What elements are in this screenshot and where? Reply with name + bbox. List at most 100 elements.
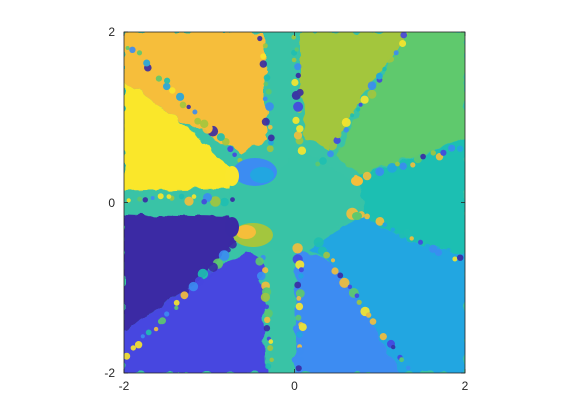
x-tick-label: 0 bbox=[291, 379, 298, 393]
boundary-bead bbox=[376, 72, 383, 80]
basin-bottom-right-lightblue bbox=[310, 215, 465, 373]
boundary-bead bbox=[333, 136, 341, 144]
boundary-bead bbox=[362, 171, 372, 181]
boundary-bead bbox=[330, 258, 336, 263]
boundary-bead bbox=[222, 138, 230, 146]
boundary-bead bbox=[130, 345, 136, 351]
boundary-bead bbox=[268, 339, 274, 344]
boundary-bead bbox=[192, 109, 198, 115]
boundary-bead bbox=[269, 357, 274, 362]
boundary-bead bbox=[188, 281, 199, 292]
boundary-bead bbox=[350, 113, 355, 118]
boundary-beads bbox=[124, 32, 464, 372]
boundary-bead bbox=[216, 133, 225, 142]
boundary-bead bbox=[420, 153, 426, 160]
boundary-bead bbox=[403, 228, 413, 238]
boundary-bead bbox=[434, 248, 443, 257]
boundary-bead bbox=[446, 248, 451, 253]
boundary-bead bbox=[375, 167, 385, 177]
boundary-bead bbox=[186, 104, 191, 110]
boundary-bead bbox=[257, 271, 266, 281]
boundary-bead bbox=[157, 318, 164, 325]
boundary-bead bbox=[296, 347, 304, 355]
boundary-bead bbox=[265, 363, 272, 370]
boundary-bead bbox=[295, 72, 301, 79]
boundary-bead bbox=[356, 107, 361, 112]
boundary-bead bbox=[263, 81, 269, 87]
boundary-bead bbox=[264, 316, 271, 324]
boundary-bead bbox=[327, 140, 337, 151]
boundary-bead bbox=[179, 101, 187, 109]
boundary-bead bbox=[134, 341, 143, 349]
boundary-bead bbox=[327, 150, 334, 158]
boundary-bead bbox=[265, 88, 272, 95]
boundary-bead bbox=[157, 193, 164, 200]
boundary-bead bbox=[354, 293, 360, 299]
boundary-bead bbox=[382, 66, 387, 72]
boundary-bead bbox=[129, 46, 136, 53]
boundary-bead bbox=[387, 55, 395, 63]
boundary-bead bbox=[137, 196, 143, 202]
boundary-bead bbox=[174, 305, 179, 310]
boundary-bead bbox=[194, 276, 204, 286]
boundary-bead bbox=[263, 325, 271, 332]
x-tick-labels: -2 0 2 bbox=[119, 379, 469, 393]
boundary-bead bbox=[391, 344, 396, 350]
boundary-bead bbox=[259, 60, 267, 68]
x-tick-label: -2 bbox=[119, 379, 130, 393]
boundary-bead bbox=[393, 50, 399, 56]
boundary-bead bbox=[296, 296, 302, 301]
boundary-bead bbox=[260, 53, 267, 60]
boundary-bead bbox=[263, 74, 271, 81]
boundary-bead bbox=[293, 101, 304, 112]
boundary-bead bbox=[418, 239, 423, 245]
boundary-bead bbox=[262, 267, 269, 274]
boundary-bead bbox=[295, 314, 302, 321]
boundary-bead bbox=[375, 326, 381, 332]
boundary-bead bbox=[295, 289, 305, 298]
boundary-bead bbox=[178, 193, 185, 200]
boundary-bead bbox=[409, 236, 414, 241]
basin-bottom-center-blue bbox=[295, 250, 400, 373]
basin-right-green bbox=[335, 32, 465, 175]
boundary-bead bbox=[124, 352, 131, 360]
boundary-bead bbox=[365, 312, 372, 318]
boundary-bead bbox=[382, 222, 388, 227]
boundary-bead bbox=[164, 77, 171, 84]
boundary-bead bbox=[331, 267, 339, 275]
boundary-bead bbox=[413, 155, 422, 164]
boundary-bead bbox=[201, 198, 207, 205]
boundary-bead bbox=[440, 149, 447, 156]
boundary-bead bbox=[296, 125, 304, 133]
boundary-bead bbox=[295, 365, 302, 372]
boundary-bead bbox=[263, 109, 270, 116]
boundary-bead bbox=[257, 35, 263, 42]
x-tick-label: 2 bbox=[462, 379, 469, 393]
boundary-bead bbox=[295, 260, 305, 270]
boundary-bead bbox=[347, 284, 353, 289]
lobe-right bbox=[351, 176, 363, 186]
boundary-bead bbox=[155, 75, 162, 82]
boundary-bead bbox=[291, 78, 299, 87]
boundary-bead bbox=[145, 329, 152, 336]
boundary-bead bbox=[180, 291, 189, 300]
axis-ticks bbox=[123, 31, 466, 374]
boundary-bead bbox=[260, 292, 270, 302]
boundary-bead bbox=[197, 268, 209, 280]
y-tick-labels: 2 0 -2 bbox=[104, 25, 115, 380]
boundary-bead bbox=[356, 299, 362, 305]
boundary-bead bbox=[169, 87, 176, 94]
boundary-bead bbox=[262, 96, 268, 102]
boundary-bead bbox=[457, 254, 464, 261]
boundary-bead bbox=[261, 117, 270, 126]
boundary-bead bbox=[456, 145, 464, 152]
boundary-bead bbox=[369, 318, 377, 325]
lobe-left-yellow bbox=[225, 166, 239, 186]
fractal-boundaries bbox=[124, 32, 464, 372]
boundary-bead bbox=[400, 32, 407, 39]
boundary-bead bbox=[296, 331, 303, 338]
lobe-left-indigo bbox=[225, 217, 239, 237]
boundary-bead bbox=[164, 311, 170, 317]
boundary-bead bbox=[210, 196, 221, 207]
boundary-bead bbox=[173, 299, 180, 306]
